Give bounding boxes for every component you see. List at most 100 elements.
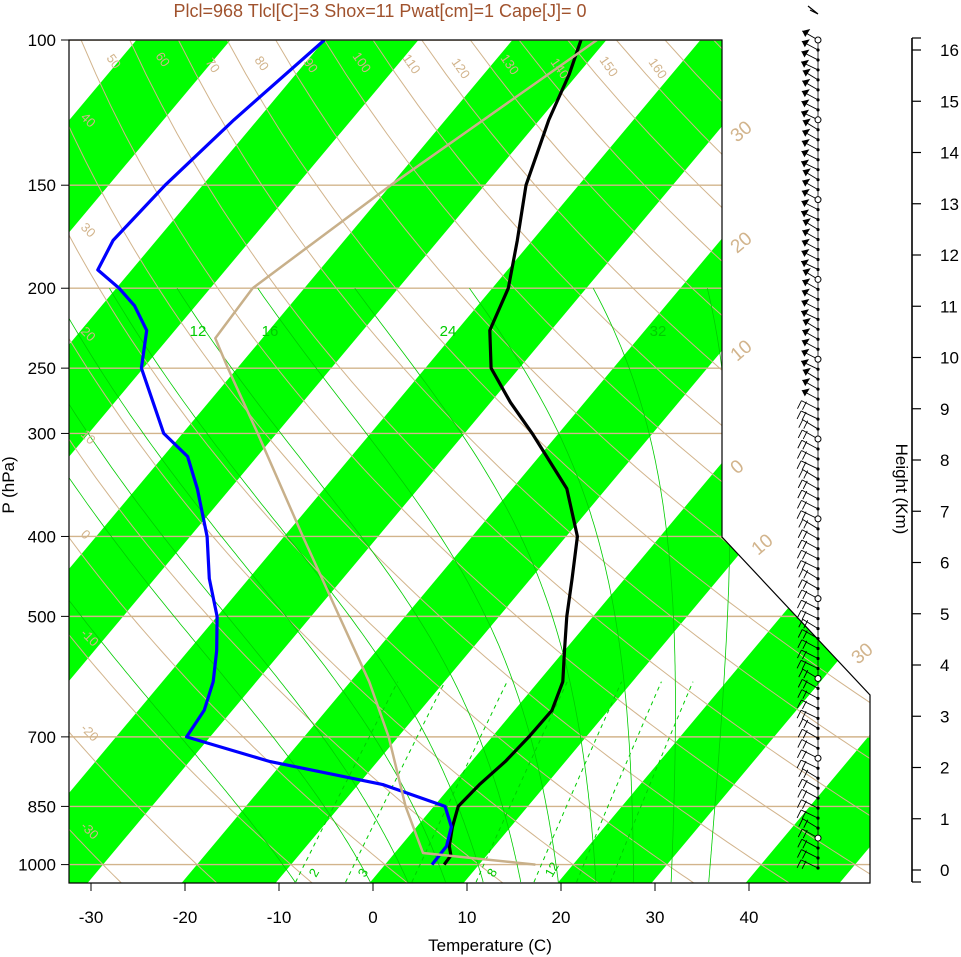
height-tick-label: 7 <box>940 502 949 521</box>
wind-barb <box>802 68 820 82</box>
wind-barb-pennant <box>801 388 810 397</box>
dry-adiabat-line <box>129 40 870 883</box>
wind-barb-feather <box>797 489 803 499</box>
wind-barb-feather <box>797 400 802 409</box>
temperature-band <box>69 40 451 883</box>
wind-barb <box>800 259 820 272</box>
wind-barb-feather <box>803 769 809 779</box>
wind-barb-pennant <box>802 78 811 87</box>
wind-barb <box>801 298 820 311</box>
wind-barb-feather <box>801 411 807 421</box>
wind-barb-staff <box>802 469 819 480</box>
wind-barb-feather <box>797 689 803 698</box>
height-tick-label: 16 <box>940 41 959 60</box>
wind-barb <box>797 439 820 451</box>
isotherm-right-label: 10 <box>727 336 757 366</box>
wind-barb-feather <box>801 611 807 620</box>
dry-adiabat-label: 60 <box>153 49 174 69</box>
wind-barb <box>801 89 820 102</box>
wind-barb <box>797 849 820 860</box>
wind-barb-pennant <box>801 188 810 197</box>
wind-barb-dot <box>816 557 820 561</box>
wind-barb-calm <box>814 355 822 363</box>
wind-barb <box>797 579 820 591</box>
wind-barb-dot <box>816 706 820 710</box>
height-tick-label: 10 <box>940 349 959 368</box>
wind-barb-staff <box>802 618 819 629</box>
wind-barb <box>796 659 820 671</box>
wind-barb-staff <box>801 799 819 809</box>
wind-barb <box>797 678 820 691</box>
wind-barb-pennant <box>802 178 811 187</box>
dry-adiabat-line <box>713 40 870 883</box>
mixing-ratio-line <box>609 681 694 883</box>
wind-barb-feather <box>802 441 808 450</box>
wind-barb-feather <box>802 690 808 699</box>
wind-barb-staff <box>801 549 819 560</box>
wind-barb <box>798 768 820 780</box>
moist-adiabat-line <box>69 288 296 883</box>
dry-adiabat-line <box>226 40 870 883</box>
wind-barb-calm <box>814 116 822 124</box>
isotherm-right-label: 30 <box>727 117 757 147</box>
wind-barb-feather <box>802 600 807 610</box>
wind-barb <box>797 549 820 561</box>
wind-barb <box>802 378 820 391</box>
wind-barb-feather <box>803 719 809 729</box>
wind-barb-feather <box>798 419 804 428</box>
wind-barb <box>802 218 820 232</box>
wind-barb-pennant <box>801 238 810 247</box>
wind-barb-feather <box>796 560 802 569</box>
wind-barb-feather <box>798 668 804 678</box>
height-tick-label: 5 <box>940 605 949 624</box>
wind-barb-staff <box>801 699 819 709</box>
wind-barb-feather <box>797 629 803 638</box>
wind-barb-feather <box>798 569 804 578</box>
wind-barb <box>797 539 820 551</box>
wind-barb <box>796 410 820 421</box>
wind-barb-pennant <box>802 367 811 376</box>
moist-adiabat-line <box>69 288 446 883</box>
isotherm-label: 0 <box>78 527 94 543</box>
wind-barb-feather <box>801 661 807 670</box>
wind-barb-feather <box>798 768 804 778</box>
wind-barb-calm <box>814 196 822 204</box>
x-tick-label: -30 <box>79 908 104 927</box>
x-tick-label: -10 <box>267 908 292 927</box>
wind-barb-staff <box>801 599 819 610</box>
y-tick-label: 850 <box>28 797 56 816</box>
x-tick-label: 10 <box>458 908 477 927</box>
sounding-profile-2 <box>214 40 598 866</box>
wind-barb-feather <box>797 828 803 838</box>
wind-barb-feather <box>802 829 808 839</box>
wind-barb-feather <box>802 730 808 739</box>
wind-barb-staff <box>801 489 819 500</box>
dry-adiabat-line <box>323 40 870 883</box>
wind-barb <box>797 789 820 800</box>
wind-barb <box>802 268 822 283</box>
wind-barb-feather <box>802 451 807 460</box>
wind-barb-dot <box>816 856 820 860</box>
wind-barb-staff <box>802 579 819 590</box>
wind-barb-staff <box>802 629 819 639</box>
moist-adiabat-line <box>176 287 522 883</box>
x-tick-label: -20 <box>173 908 198 927</box>
wind-barb <box>797 649 820 661</box>
wind-barb-staff <box>801 400 819 410</box>
wind-barb-feather <box>802 640 808 649</box>
wind-barb-feather <box>797 440 803 449</box>
wind-barb-feather <box>801 810 807 820</box>
wind-barb-pennant <box>801 109 810 118</box>
wind-barb-feather <box>797 649 802 659</box>
wind-barb-feather <box>802 750 807 760</box>
wind-barb-calm <box>814 515 822 523</box>
isotherm-right-label: 0 <box>727 456 749 479</box>
wind-barb-feather <box>802 740 808 749</box>
wind-barb-pennant <box>802 328 811 337</box>
wind-barb-pennant <box>802 68 811 77</box>
wind-barb-calm <box>814 595 822 603</box>
wind-barb <box>798 718 820 730</box>
moist-adiabat-label: 12 <box>190 323 207 340</box>
wind-barb-staff <box>802 728 819 739</box>
